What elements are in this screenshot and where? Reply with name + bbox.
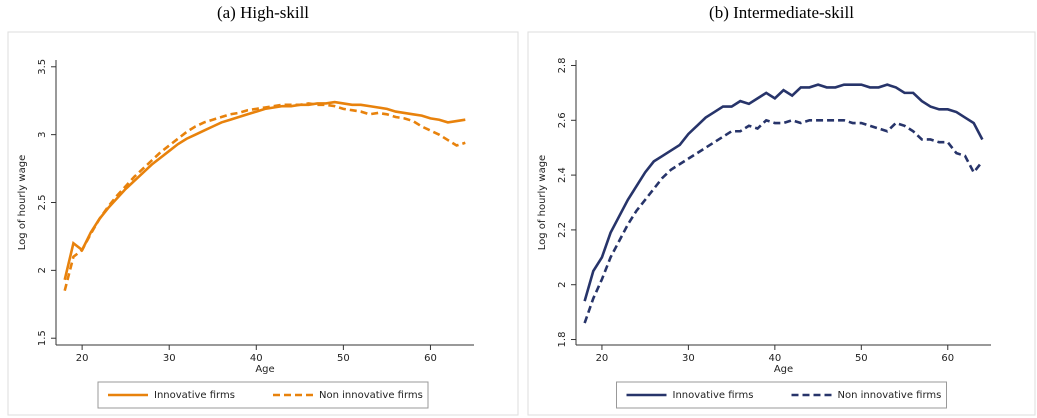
panel-title: (b) Intermediate-skill <box>709 3 854 22</box>
series-line <box>583 118 984 324</box>
x-tick-label: 30 <box>682 353 695 364</box>
y-tick-label: 2.8 <box>557 58 568 74</box>
x-tick-label: 60 <box>941 353 954 364</box>
y-tick-label: 2.6 <box>557 112 568 128</box>
panel-title: (a) High-skill <box>217 3 309 22</box>
y-tick-label: 2.2 <box>557 222 568 238</box>
y-axis-label: Log of hourly wage <box>537 155 548 250</box>
legend-label: Non innovative firms <box>319 390 423 401</box>
x-tick-label: 30 <box>163 353 176 364</box>
series-line <box>583 83 984 302</box>
x-tick-label: 40 <box>768 353 781 364</box>
series-line <box>63 102 466 292</box>
legend-box <box>616 381 947 409</box>
panel-frame <box>7 31 519 416</box>
x-tick-label: 50 <box>337 353 350 364</box>
x-axis-label: Age <box>255 364 274 375</box>
panel-frame <box>527 31 1036 416</box>
x-tick-label: 20 <box>596 353 609 364</box>
x-tick-label: 20 <box>76 353 89 364</box>
y-tick-label: 1.5 <box>37 330 48 346</box>
y-tick-label: 2.5 <box>37 195 48 211</box>
y-tick-label: 2 <box>37 267 48 273</box>
x-tick-label: 40 <box>250 353 263 364</box>
x-tick-label: 60 <box>424 353 437 364</box>
y-tick-label: 2 <box>557 282 568 288</box>
legend-label: Innovative firms <box>154 390 235 401</box>
y-tick-label: 3 <box>37 131 48 137</box>
legend-label: Innovative firms <box>673 390 754 401</box>
series-line <box>63 100 466 281</box>
legend-label: Non innovative firms <box>838 390 942 401</box>
x-tick-label: 50 <box>855 353 868 364</box>
y-axis-label: Log of hourly wage <box>17 155 28 250</box>
y-tick-label: 2.4 <box>557 167 568 183</box>
x-axis-label: Age <box>774 364 793 375</box>
y-tick-label: 3.5 <box>37 59 48 75</box>
legend-box <box>97 381 429 409</box>
y-tick-label: 1.8 <box>557 332 568 348</box>
